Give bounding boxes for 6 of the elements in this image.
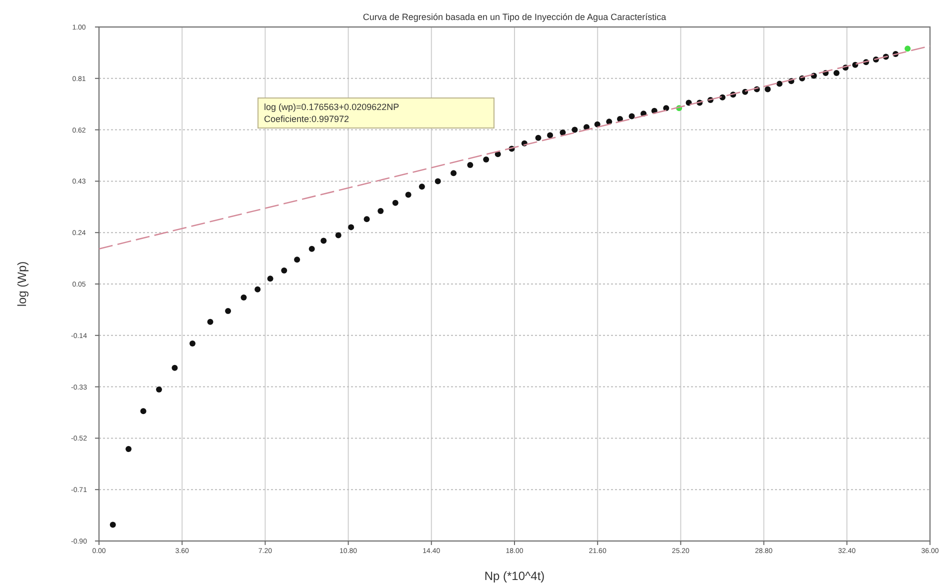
chart-title: Curva de Regresión basada en un Tipo de Inyección de Agua Característica	[362, 12, 666, 22]
y-axis-title: log (Wp)	[15, 261, 29, 307]
annotation: log (wp)=0.176563+0.0209622NP	[264, 102, 400, 112]
annotation: Coeficiente:0.997972	[264, 114, 350, 124]
x-axis-title: Np (*10^4t)	[484, 569, 545, 583]
note-box: log (wp)=0.176563+0.0209622NP Coeficiente:0.997972	[258, 98, 494, 128]
